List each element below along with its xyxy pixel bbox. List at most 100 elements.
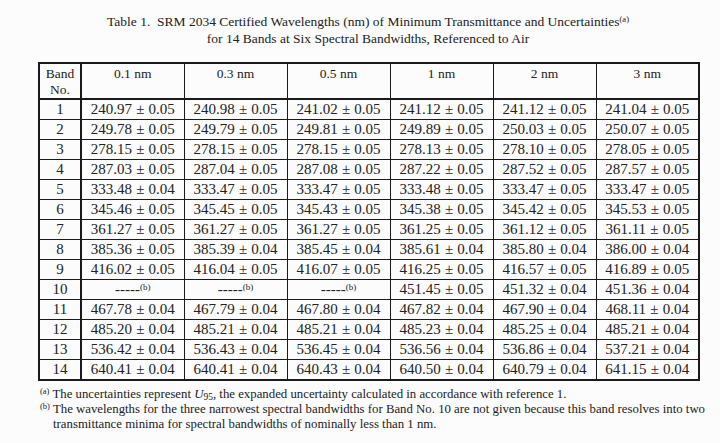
table-row: 3278.15 ± 0.05278.15 ± 0.05278.15 ± 0.05… (39, 140, 699, 160)
wavelength-cell: 345.45 ± 0.05 (184, 200, 287, 220)
wavelength-cell: 287.52 ± 0.05 (493, 160, 596, 180)
wavelength-cell: 249.89 ± 0.05 (390, 120, 493, 140)
wavelength-cell: 536.42 ± 0.04 (81, 340, 184, 360)
wavelength-cell: 385.39 ± 0.04 (184, 240, 287, 260)
wavelength-cell: 640.41 ± 0.04 (184, 360, 287, 381)
bandwidth-column-header: 1 nm (390, 63, 493, 99)
wavelength-cell: 241.02 ± 0.05 (287, 99, 390, 120)
wavelength-cell: 241.12 ± 0.05 (493, 99, 596, 120)
wavelength-cell: 485.23 ± 0.04 (390, 320, 493, 340)
wavelength-cell: 536.45 ± 0.04 (287, 340, 390, 360)
wavelength-cell: 333.48 ± 0.04 (81, 180, 184, 200)
wavelength-cell: 485.25 ± 0.04 (493, 320, 596, 340)
wavelength-cell: 278.15 ± 0.05 (287, 140, 390, 160)
caption-text: Table 1. SRM 2034 Certified Wavelengths … (107, 14, 620, 29)
wavelength-cell: 345.53 ± 0.05 (596, 200, 699, 220)
band-number: 13 (39, 340, 81, 360)
wavelength-cell: 416.89 ± 0.05 (596, 260, 699, 280)
wavelength-cell: 333.47 ± 0.05 (493, 180, 596, 200)
wavelength-cell: 333.47 ± 0.05 (287, 180, 390, 200)
table-caption: Table 1. SRM 2034 Certified Wavelengths … (38, 13, 698, 47)
table-row: 12485.20 ± 0.04485.21 ± 0.04485.21 ± 0.0… (39, 320, 699, 340)
wavelength-cell: 385.61 ± 0.04 (390, 240, 493, 260)
wavelength-cell: 333.47 ± 0.05 (596, 180, 699, 200)
u-subscript: 95 (203, 392, 213, 402)
table-row: 1240.97 ± 0.05240.98 ± 0.05241.02 ± 0.05… (39, 99, 699, 120)
wavelength-cell: 241.04 ± 0.05 (596, 99, 699, 120)
band-number: 14 (39, 360, 81, 381)
wavelength-cell: 241.12 ± 0.05 (390, 99, 493, 120)
footnote-b-text: The wavelengths for the three narrowest … (53, 402, 705, 431)
document-page: Table 1. SRM 2034 Certified Wavelengths … (0, 0, 720, 443)
wavelength-cell: 361.27 ± 0.05 (184, 220, 287, 240)
wavelength-cell: 640.50 ± 0.04 (390, 360, 493, 381)
wavelength-cell: 451.32 ± 0.04 (493, 280, 596, 300)
table-row: 5333.48 ± 0.04333.47 ± 0.05333.47 ± 0.05… (39, 180, 699, 200)
wavelength-cell: -----(b) (81, 280, 184, 300)
wavelength-cell: 250.07 ± 0.05 (596, 120, 699, 140)
table-row: 7361.27 ± 0.05361.27 ± 0.05361.27 ± 0.05… (39, 220, 699, 240)
band-number: 1 (39, 99, 81, 120)
caption-footnote-ref: (a) (620, 14, 629, 24)
band-number: 5 (39, 180, 81, 200)
wavelength-cell: 249.79 ± 0.05 (184, 120, 287, 140)
wavelength-cell: 536.86 ± 0.04 (493, 340, 596, 360)
caption-line-1: Table 1. SRM 2034 Certified Wavelengths … (38, 13, 698, 30)
footnotes: (a)The uncertainties represent U95, the … (40, 387, 712, 432)
footnote-b: (b)The wavelengths for the three narrowe… (40, 402, 712, 432)
footnote-ref: (b) (346, 282, 357, 292)
wavelength-cell: 467.78 ± 0.04 (81, 300, 184, 320)
wavelength-cell: 361.25 ± 0.05 (390, 220, 493, 240)
wavelength-cell: 385.36 ± 0.05 (81, 240, 184, 260)
table-row: 13536.42 ± 0.04536.43 ± 0.04536.45 ± 0.0… (39, 340, 699, 360)
wavelength-cell: 249.78 ± 0.05 (81, 120, 184, 140)
wavelength-cell: 467.82 ± 0.04 (390, 300, 493, 320)
wavelength-cell: 536.43 ± 0.04 (184, 340, 287, 360)
wavelength-cell: 485.21 ± 0.04 (596, 320, 699, 340)
wavelength-table: Band No. 0.1 nm0.3 nm0.5 nm1 nm2 nm3 nm … (38, 62, 700, 381)
wavelength-cell: 287.57 ± 0.05 (596, 160, 699, 180)
wavelength-cell: 240.97 ± 0.05 (81, 99, 184, 120)
wavelength-cell: 467.80 ± 0.04 (287, 300, 390, 320)
footnote-b-marker: (b) (40, 401, 50, 411)
caption-line-2: for 14 Bands at Six Spectral Bandwidths,… (38, 30, 698, 47)
wavelength-cell: 386.00 ± 0.04 (596, 240, 699, 260)
table-row: 6345.46 ± 0.05345.45 ± 0.05345.43 ± 0.05… (39, 200, 699, 220)
wavelength-cell: 240.98 ± 0.05 (184, 99, 287, 120)
band-number: 9 (39, 260, 81, 280)
table-body: 1240.97 ± 0.05240.98 ± 0.05241.02 ± 0.05… (39, 99, 699, 380)
wavelength-cell: 536.56 ± 0.04 (390, 340, 493, 360)
wavelength-cell: 451.45 ± 0.05 (390, 280, 493, 300)
u95-symbol: U95 (194, 387, 213, 401)
wavelength-cell: 287.22 ± 0.05 (390, 160, 493, 180)
footnote-a: (a)The uncertainties represent U95, the … (40, 387, 712, 402)
wavelength-cell: 485.20 ± 0.04 (81, 320, 184, 340)
wavelength-cell: 361.27 ± 0.05 (81, 220, 184, 240)
band-header-line1: Band (40, 66, 80, 82)
wavelength-cell: 278.15 ± 0.05 (184, 140, 287, 160)
header-row: Band No. 0.1 nm0.3 nm0.5 nm1 nm2 nm3 nm (39, 63, 699, 99)
wavelength-cell: 640.41 ± 0.04 (81, 360, 184, 381)
wavelength-cell: 416.25 ± 0.05 (390, 260, 493, 280)
band-number: 7 (39, 220, 81, 240)
wavelength-cell: -----(b) (184, 280, 287, 300)
wavelength-cell: 345.42 ± 0.05 (493, 200, 596, 220)
table-row: 10-----(b)-----(b)-----(b)451.45 ± 0.054… (39, 280, 699, 300)
wavelength-cell: 278.10 ± 0.05 (493, 140, 596, 160)
table-row: 2249.78 ± 0.05249.79 ± 0.05249.81 ± 0.05… (39, 120, 699, 140)
wavelength-cell: 278.15 ± 0.05 (81, 140, 184, 160)
band-number: 4 (39, 160, 81, 180)
bandwidth-column-header: 0.3 nm (184, 63, 287, 99)
wavelength-cell: 385.45 ± 0.04 (287, 240, 390, 260)
table-row: 4287.03 ± 0.05287.04 ± 0.05287.08 ± 0.05… (39, 160, 699, 180)
footnote-ref: (b) (243, 282, 254, 292)
wavelength-cell: 416.02 ± 0.05 (81, 260, 184, 280)
band-number: 10 (39, 280, 81, 300)
band-column-header: Band No. (39, 63, 81, 99)
band-number: 3 (39, 140, 81, 160)
footnote-a-marker: (a) (40, 386, 49, 396)
band-number: 2 (39, 120, 81, 140)
table-row: 11467.78 ± 0.04467.79 ± 0.04467.80 ± 0.0… (39, 300, 699, 320)
table-row: 14640.41 ± 0.04640.41 ± 0.04640.43 ± 0.0… (39, 360, 699, 381)
table-row: 9416.02 ± 0.05416.04 ± 0.05416.07 ± 0.05… (39, 260, 699, 280)
